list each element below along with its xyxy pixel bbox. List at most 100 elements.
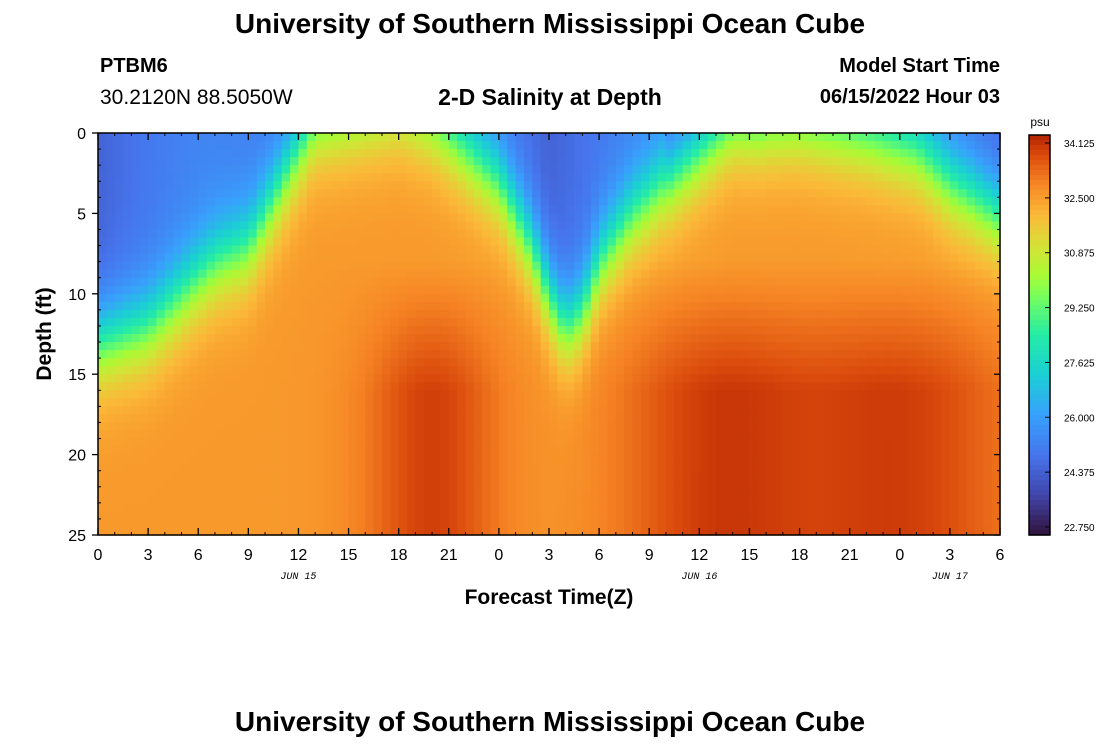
heatmap-cell <box>315 189 325 198</box>
heatmap-cell <box>273 446 283 456</box>
heatmap-cell <box>791 398 801 407</box>
heatmap-cell <box>924 285 934 295</box>
heatmap-cell <box>816 366 826 375</box>
heatmap-cell <box>782 173 792 182</box>
heatmap-cell <box>331 253 341 263</box>
heatmap-cell <box>791 205 801 214</box>
heatmap-cell <box>198 181 208 190</box>
heatmap-cell <box>599 358 609 367</box>
heatmap-cell <box>782 398 792 407</box>
heatmap-cell <box>139 430 149 440</box>
heatmap-cell <box>716 350 725 359</box>
heatmap-cell <box>256 486 266 496</box>
heatmap-cell <box>607 526 617 536</box>
heatmap-cell <box>766 510 776 520</box>
heatmap-cell <box>281 438 291 448</box>
heatmap-cell <box>148 470 158 480</box>
heatmap-cell <box>874 301 884 311</box>
heatmap-cell <box>724 165 734 174</box>
heatmap-cell <box>657 462 667 472</box>
heatmap-cell <box>908 478 918 488</box>
heatmap-cell <box>114 358 124 367</box>
heatmap-cell <box>256 438 266 448</box>
heatmap-cell <box>707 494 717 504</box>
heatmap-cell <box>832 245 842 255</box>
heatmap-cell <box>465 189 475 198</box>
heatmap-cell <box>173 470 183 480</box>
heatmap-cell <box>498 157 508 166</box>
heatmap-cell <box>131 317 141 327</box>
heatmap-cell <box>599 390 609 399</box>
heatmap-cell <box>448 518 458 528</box>
heatmap-cell <box>549 422 558 432</box>
heatmap-cell <box>106 374 116 383</box>
heatmap-cell <box>515 325 525 335</box>
heatmap-cell <box>323 237 333 247</box>
heatmap-cell <box>348 462 358 472</box>
heatmap-cell <box>599 462 609 472</box>
heatmap-cell <box>256 197 266 206</box>
heatmap-cell <box>181 253 191 263</box>
heatmap-cell <box>732 181 742 190</box>
heatmap-cell <box>448 390 458 399</box>
heatmap-cell <box>448 398 458 407</box>
heatmap-cell <box>298 301 308 311</box>
heatmap-cell <box>782 205 792 214</box>
heatmap-cell <box>599 229 609 239</box>
heatmap-cell <box>724 205 734 214</box>
heatmap-cell <box>498 165 508 174</box>
heatmap-cell <box>716 430 725 440</box>
heatmap-cell <box>206 446 216 456</box>
heatmap-cell <box>106 325 116 335</box>
heatmap-cell <box>774 446 784 456</box>
heatmap-cell <box>599 149 609 158</box>
heatmap-cell <box>565 133 575 142</box>
heatmap-cell <box>674 446 684 456</box>
heatmap-cell <box>365 350 375 359</box>
heatmap-cell <box>924 309 934 319</box>
heatmap-cell <box>824 293 834 303</box>
heatmap-cell <box>164 213 174 223</box>
heatmap-cell <box>123 173 133 182</box>
heatmap-cell <box>766 237 776 247</box>
heatmap-cell <box>615 382 625 391</box>
heatmap-cell <box>507 197 517 206</box>
heatmap-cell <box>331 173 341 182</box>
heatmap-cell <box>223 406 233 415</box>
heatmap-cell <box>156 486 166 496</box>
heatmap-cell <box>198 502 208 512</box>
heatmap-cell <box>883 149 893 158</box>
heatmap-cell <box>248 261 258 271</box>
heatmap-cell <box>674 229 684 239</box>
heatmap-cell <box>390 253 400 263</box>
heatmap-cell <box>214 470 224 480</box>
heatmap-cell <box>156 189 166 198</box>
heatmap-cell <box>181 301 191 311</box>
heatmap-cell <box>791 277 801 287</box>
heatmap-cell <box>465 205 475 214</box>
heatmap-cell <box>924 213 934 223</box>
heatmap-cell <box>724 478 734 488</box>
heatmap-cell <box>766 374 776 383</box>
heatmap-cell <box>239 342 249 351</box>
heatmap-cell <box>390 430 400 440</box>
heatmap-cell <box>365 189 375 198</box>
heatmap-cell <box>657 149 667 158</box>
heatmap-cell <box>816 221 826 231</box>
heatmap-cell <box>231 406 241 415</box>
heatmap-cell <box>523 366 533 375</box>
heatmap-cell <box>649 133 659 142</box>
heatmap-cell <box>256 342 266 351</box>
heatmap-cell <box>782 406 792 415</box>
heatmap-cell <box>707 325 717 335</box>
heatmap-cell <box>306 157 316 166</box>
heatmap-cell <box>373 462 383 472</box>
heatmap-cell <box>181 149 191 158</box>
heatmap-cell <box>114 446 124 456</box>
heatmap-cell <box>782 502 792 512</box>
heatmap-cell <box>114 285 124 295</box>
heatmap-cell <box>156 229 166 239</box>
heatmap-cell <box>582 478 592 488</box>
heatmap-cell <box>766 221 776 231</box>
heatmap-cell <box>139 454 149 464</box>
